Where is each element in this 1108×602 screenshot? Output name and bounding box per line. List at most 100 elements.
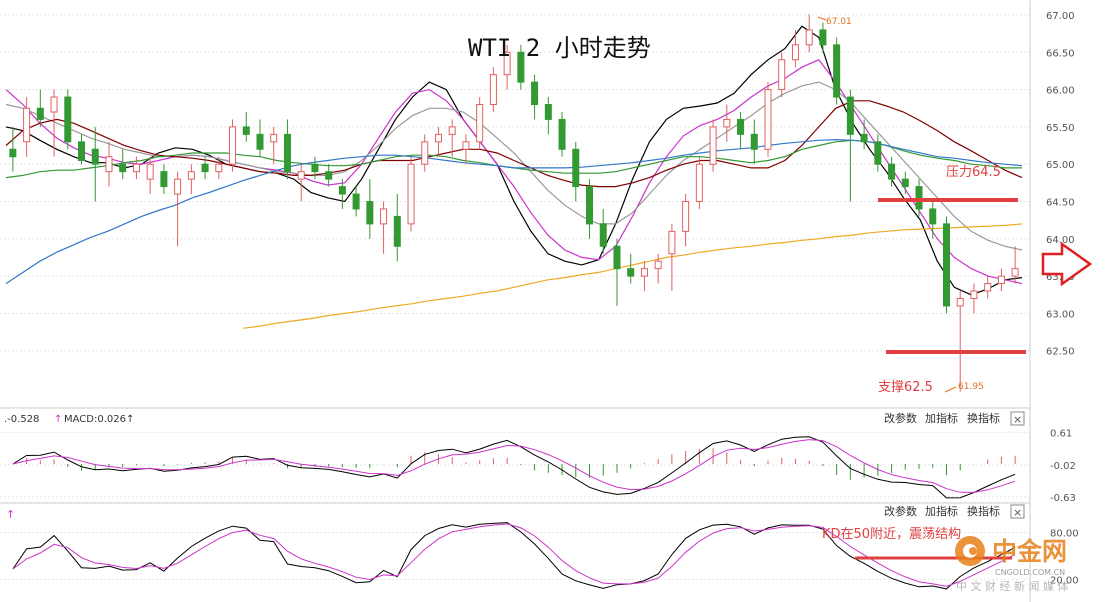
candle bbox=[421, 134, 429, 172]
candle bbox=[366, 179, 374, 239]
price-tick-label: 67.00 bbox=[1046, 11, 1075, 22]
macd-y-axis: 0.61 -0.02 -0.63 bbox=[1050, 428, 1076, 503]
candle-body bbox=[791, 44, 799, 61]
candle bbox=[338, 179, 346, 209]
switch-indicator-button[interactable]: 换指标 bbox=[967, 411, 1000, 425]
candle-body bbox=[325, 171, 333, 180]
candle-body bbox=[215, 163, 223, 173]
kd-d-line bbox=[12, 523, 1016, 587]
candle bbox=[476, 97, 484, 150]
candle-body bbox=[393, 215, 401, 247]
change-params-button[interactable]: 改参数 bbox=[884, 504, 917, 518]
candle bbox=[91, 126, 99, 202]
candle-body bbox=[654, 260, 662, 270]
candle-body bbox=[242, 126, 250, 135]
candle-body bbox=[572, 148, 580, 188]
candle bbox=[942, 216, 950, 314]
macd-series bbox=[12, 436, 1016, 499]
candle bbox=[709, 119, 717, 172]
candle bbox=[283, 119, 291, 180]
watermark-brand: 中金网 bbox=[992, 537, 1067, 566]
candle-body bbox=[283, 133, 291, 173]
candle bbox=[860, 119, 868, 150]
candle-body bbox=[846, 96, 854, 135]
close-icon: × bbox=[1013, 413, 1022, 426]
candle-body bbox=[613, 245, 621, 270]
candle-body bbox=[544, 104, 552, 120]
candle-body bbox=[9, 148, 17, 158]
candle-body bbox=[915, 186, 923, 210]
candle-body bbox=[737, 118, 745, 135]
candle-body bbox=[201, 163, 209, 173]
price-tick-label: 66.00 bbox=[1046, 86, 1075, 97]
candle bbox=[531, 74, 539, 120]
candle bbox=[682, 194, 690, 247]
candle bbox=[764, 82, 772, 157]
candle-body bbox=[1011, 268, 1019, 277]
add-indicator-button[interactable]: 加指标 bbox=[925, 411, 958, 425]
candle bbox=[325, 164, 333, 187]
candle-body bbox=[270, 133, 278, 143]
candle bbox=[833, 37, 841, 105]
candle bbox=[558, 111, 566, 157]
close-panel-button[interactable] bbox=[1010, 411, 1025, 426]
candle bbox=[215, 156, 223, 180]
candle bbox=[956, 291, 964, 392]
macd-dea-line bbox=[12, 439, 1016, 493]
cngold-watermark: 中金网 CNGOLD.COM.CN 中 文 财 经 新 闻 媒 体 bbox=[955, 536, 1068, 593]
candle-body bbox=[531, 81, 539, 106]
candle bbox=[229, 119, 237, 172]
candle bbox=[393, 194, 401, 262]
price-tick-label: 65.00 bbox=[1046, 160, 1075, 171]
candle bbox=[846, 89, 854, 202]
macd-tick-label: -0.63 bbox=[1050, 493, 1076, 504]
candle-body bbox=[929, 208, 937, 225]
candle bbox=[1011, 246, 1019, 284]
moving-average-line bbox=[5, 138, 1023, 285]
low-price-label: 61.95 bbox=[958, 382, 984, 392]
candle bbox=[819, 22, 827, 53]
candle-body bbox=[778, 59, 786, 91]
price-tick-label: 64.50 bbox=[1046, 198, 1075, 209]
price-tick-label: 63.50 bbox=[1046, 272, 1075, 283]
candle-body bbox=[64, 96, 72, 143]
candle bbox=[544, 97, 552, 135]
candle bbox=[599, 208, 607, 254]
candle-body bbox=[462, 141, 470, 150]
candle bbox=[668, 223, 676, 292]
low-pointer-icon bbox=[944, 386, 957, 393]
candle-body bbox=[407, 163, 415, 225]
up-arrow-icon: ↑ bbox=[6, 508, 15, 521]
candle-body bbox=[627, 268, 635, 277]
candle bbox=[462, 134, 470, 165]
candle bbox=[791, 29, 799, 68]
candle-body bbox=[174, 178, 182, 195]
cngold-logo-dot-icon bbox=[969, 547, 977, 555]
macd-tick-label: -0.02 bbox=[1050, 461, 1076, 472]
candle-body bbox=[517, 51, 525, 83]
candle bbox=[201, 156, 209, 180]
candle bbox=[778, 52, 786, 98]
candle bbox=[174, 171, 182, 247]
candle-body bbox=[640, 268, 648, 277]
moving-average-lines bbox=[5, 25, 1023, 329]
candle-body bbox=[256, 133, 264, 150]
candle-body bbox=[984, 283, 992, 292]
candle bbox=[489, 67, 497, 112]
candle-body bbox=[366, 201, 374, 225]
candle-body bbox=[558, 118, 566, 150]
add-indicator-button[interactable]: 加指标 bbox=[925, 504, 958, 518]
candle bbox=[997, 268, 1005, 292]
candle-body bbox=[434, 133, 442, 143]
candle bbox=[187, 164, 195, 195]
candle-body bbox=[874, 141, 882, 165]
switch-indicator-button[interactable]: 换指标 bbox=[967, 504, 1000, 518]
candle-body bbox=[50, 96, 58, 113]
candle bbox=[737, 111, 745, 150]
candle bbox=[503, 44, 511, 90]
candle bbox=[407, 156, 415, 232]
change-params-button[interactable]: 改参数 bbox=[884, 411, 917, 425]
close-panel-button[interactable] bbox=[1010, 504, 1025, 519]
watermark-slogan: 中 文 财 经 新 闻 媒 体 bbox=[956, 579, 1068, 593]
kd-tick-label: 80.00 bbox=[1050, 529, 1079, 540]
